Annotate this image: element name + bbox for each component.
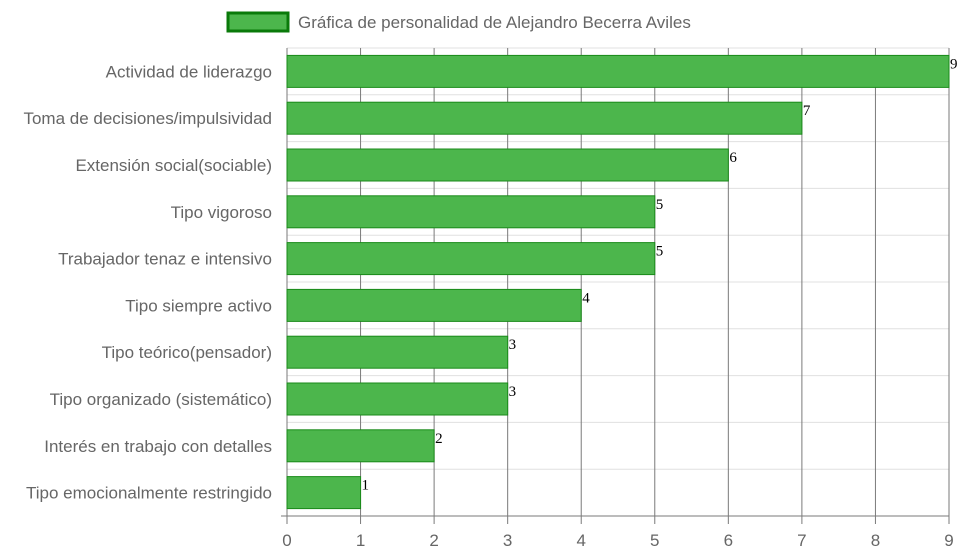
category-label: Actividad de liderazgo — [106, 62, 272, 81]
category-label: Extensión social(sociable) — [75, 156, 272, 175]
data-label: 3 — [509, 337, 516, 353]
x-tick-label: 2 — [429, 531, 438, 550]
data-label: 9 — [950, 56, 958, 72]
bar[interactable] — [286, 335, 509, 369]
x-tick-label: 6 — [724, 531, 733, 550]
bar[interactable] — [286, 382, 509, 416]
category-label: Tipo vigoroso — [171, 203, 272, 222]
category-label: Toma de decisiones/impulsividad — [23, 109, 272, 128]
x-tick-label: 4 — [576, 531, 585, 550]
x-tick-label: 0 — [282, 531, 291, 550]
x-tick-label: 1 — [356, 531, 365, 550]
data-label: 4 — [582, 290, 590, 306]
x-tick-label: 9 — [944, 531, 953, 550]
x-axis-ticks: 0 1 2 3 4 5 6 7 8 9 — [282, 531, 953, 550]
category-label: Tipo emocionalmente restringido — [26, 484, 272, 503]
category-labels: Actividad de liderazgo Toma de decisiones… — [23, 62, 272, 502]
data-label: 2 — [435, 431, 443, 447]
category-label: Tipo organizado (sistemático) — [50, 390, 272, 409]
bar[interactable] — [286, 476, 362, 510]
data-label: 6 — [729, 150, 737, 166]
data-label: 5 — [656, 244, 664, 260]
data-label: 3 — [509, 384, 516, 400]
bar[interactable] — [286, 242, 656, 276]
bar[interactable] — [286, 148, 729, 182]
x-tick-label: 7 — [797, 531, 806, 550]
bars — [286, 54, 950, 510]
bar[interactable] — [286, 429, 435, 463]
x-tick-label: 8 — [871, 531, 880, 550]
data-label: 7 — [803, 103, 811, 119]
legend[interactable]: Gráfica de personalidad de Alejandro Bec… — [226, 11, 691, 33]
category-label: Tipo siempre activo — [125, 296, 272, 315]
x-tick-label: 3 — [503, 531, 512, 550]
category-label: Tipo teórico(pensador) — [102, 343, 272, 362]
data-label: 1 — [362, 478, 370, 494]
bar[interactable] — [286, 101, 803, 135]
bar[interactable] — [286, 195, 656, 229]
legend-swatch[interactable] — [226, 11, 290, 33]
x-tick-label: 5 — [650, 531, 659, 550]
legend-label: Gráfica de personalidad de Alejandro Bec… — [298, 13, 691, 32]
data-label: 5 — [656, 197, 664, 213]
bar[interactable] — [286, 288, 582, 322]
bar[interactable] — [286, 54, 950, 88]
category-label: Interés en trabajo con detalles — [44, 437, 272, 456]
value-labels: 9 7 6 5 5 4 3 3 2 1 — [362, 56, 958, 493]
category-label: Trabajador tenaz e intensivo — [58, 250, 272, 269]
